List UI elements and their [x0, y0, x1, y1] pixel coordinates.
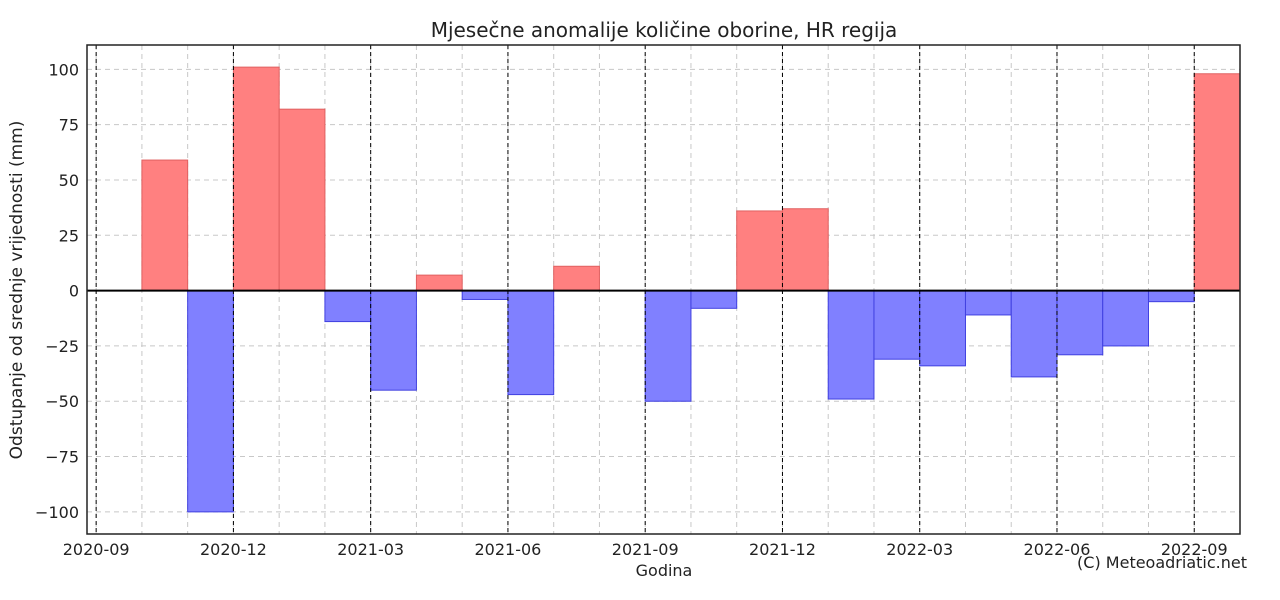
x-tick-label: 2021-09 [612, 540, 679, 559]
bar-2021-06 [507, 290, 555, 396]
bar-2022-01 [827, 290, 875, 400]
bar-2020-12 [232, 66, 280, 292]
plot-frame [86, 44, 1241, 535]
y-tick-label: 75 [59, 116, 79, 135]
y-tick-label: 100 [48, 60, 79, 79]
y-axis-label: Odstupanje od srednje vrijednosti (mm) [7, 121, 27, 460]
bars [141, 66, 1241, 513]
bar-2021-01 [278, 108, 326, 292]
bar-2021-10 [690, 290, 738, 309]
bar-2021-04 [415, 274, 463, 292]
bar-2020-11 [187, 290, 234, 513]
y-tick-label: −50 [45, 392, 79, 411]
chart-title: Mjesečne anomalije količine oborine, HR … [431, 18, 898, 42]
x-tick-label: 2021-12 [749, 540, 816, 559]
bar-2021-11 [736, 210, 783, 292]
x-tick-label: 2020-12 [200, 540, 267, 559]
bar-2022-07 [1102, 290, 1149, 347]
x-tick-label: 2020-09 [63, 540, 130, 559]
bar-2022-05 [1010, 290, 1058, 378]
bar-2022-09 [1193, 73, 1241, 292]
y-tick-label: −75 [45, 448, 79, 467]
bar-2022-06 [1056, 290, 1104, 356]
y-tick-labels: 100 75 50 25 0 −25 −50 −75 −100 [35, 60, 79, 522]
bar-2021-02 [324, 290, 372, 323]
quarter-lines [95, 45, 1195, 534]
y-tick-label: 0 [69, 282, 79, 301]
bar-2022-03 [919, 290, 966, 367]
bar-2022-08 [1147, 290, 1195, 303]
bar-2021-09 [644, 290, 692, 402]
bar-2020-10 [141, 159, 189, 292]
x-axis-label: Godina [636, 561, 693, 580]
x-tick-label: 2022-06 [1024, 540, 1091, 559]
x-tick-label: 2021-03 [337, 540, 404, 559]
bar-2021-03 [370, 290, 417, 391]
x-tick-labels: 2020-09 2020-12 2021-03 2021-06 2021-09 2021-… [63, 540, 1228, 559]
x-tick-label: 2021-06 [475, 540, 542, 559]
x-tick-label: 2022-09 [1161, 540, 1228, 559]
y-tick-label: −25 [45, 337, 79, 356]
x-tick-label: 2022-03 [886, 540, 953, 559]
credit-text: (C) Meteoadriatic.net [1077, 553, 1247, 572]
bar-2022-04 [964, 290, 1012, 316]
y-tick-label: 25 [59, 226, 79, 245]
bar-2021-07 [553, 265, 600, 292]
y-tick-label: 50 [59, 171, 79, 190]
bar-2021-12 [781, 208, 829, 292]
bar-2022-02 [873, 290, 921, 360]
y-tick-label: −100 [35, 503, 79, 522]
bar-2021-05 [461, 290, 509, 300]
